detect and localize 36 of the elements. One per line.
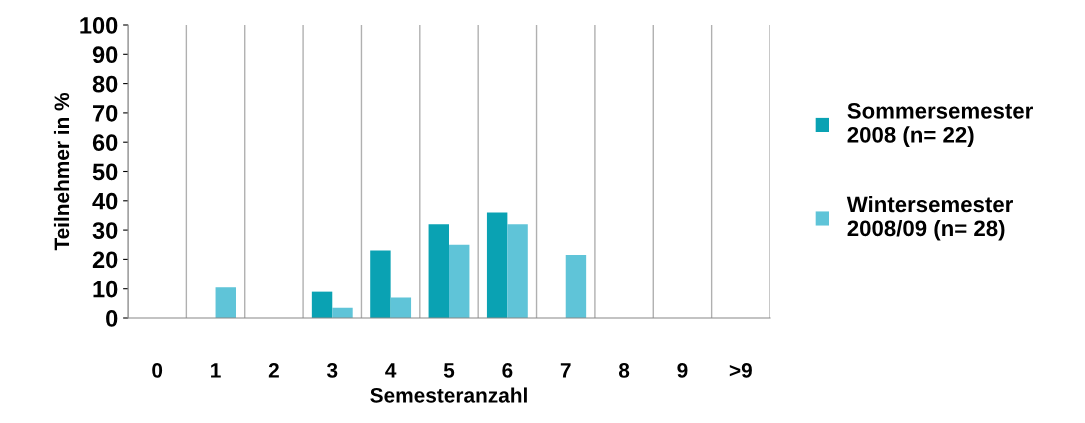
bar xyxy=(507,224,528,318)
y-tick-label: 70 xyxy=(93,104,118,122)
bar xyxy=(215,287,236,318)
y-tick-label: 90 xyxy=(92,46,118,64)
bar xyxy=(311,291,333,318)
y-axis-title: Teilnehmer in % xyxy=(53,92,70,251)
bar xyxy=(370,250,391,318)
x-axis-title: Semesteranzahl xyxy=(370,387,527,403)
x-tick-label: 3 xyxy=(326,362,338,378)
x-tick-label: 6 xyxy=(502,362,513,378)
bar xyxy=(332,307,353,318)
x-tick-label: 9 xyxy=(677,362,688,378)
bar xyxy=(449,244,470,318)
bar xyxy=(486,212,508,318)
bar xyxy=(565,255,587,318)
y-tick-label: 10 xyxy=(93,280,118,298)
x-tick-label: 4 xyxy=(385,363,397,378)
legend-label: Sommersemester 2008 (n= 22) xyxy=(847,102,1033,148)
x-tick-label: 1 xyxy=(211,363,221,378)
bar xyxy=(428,224,449,318)
y-tick-label: 0 xyxy=(106,310,118,327)
y-tick-label: 30 xyxy=(92,222,118,239)
y-tick-label: 100 xyxy=(80,17,118,34)
y-tick-label: 80 xyxy=(92,75,118,93)
y-tick-label: 20 xyxy=(92,251,118,269)
x-tick-label: 2 xyxy=(268,362,279,378)
y-tick-label: 40 xyxy=(92,192,118,210)
bar xyxy=(390,297,412,318)
legend-label: Wintersemester 2008/09 (n= 28) xyxy=(846,195,1013,241)
x-tick-label: 7 xyxy=(560,363,571,378)
y-tick-label: 50 xyxy=(92,163,118,181)
y-tick-label: 60 xyxy=(92,134,118,151)
x-tick-label: 0 xyxy=(152,362,163,378)
x-tick-label: 5 xyxy=(443,363,455,378)
x-tick-label: >9 xyxy=(729,362,752,378)
x-tick-label: 8 xyxy=(618,362,630,378)
